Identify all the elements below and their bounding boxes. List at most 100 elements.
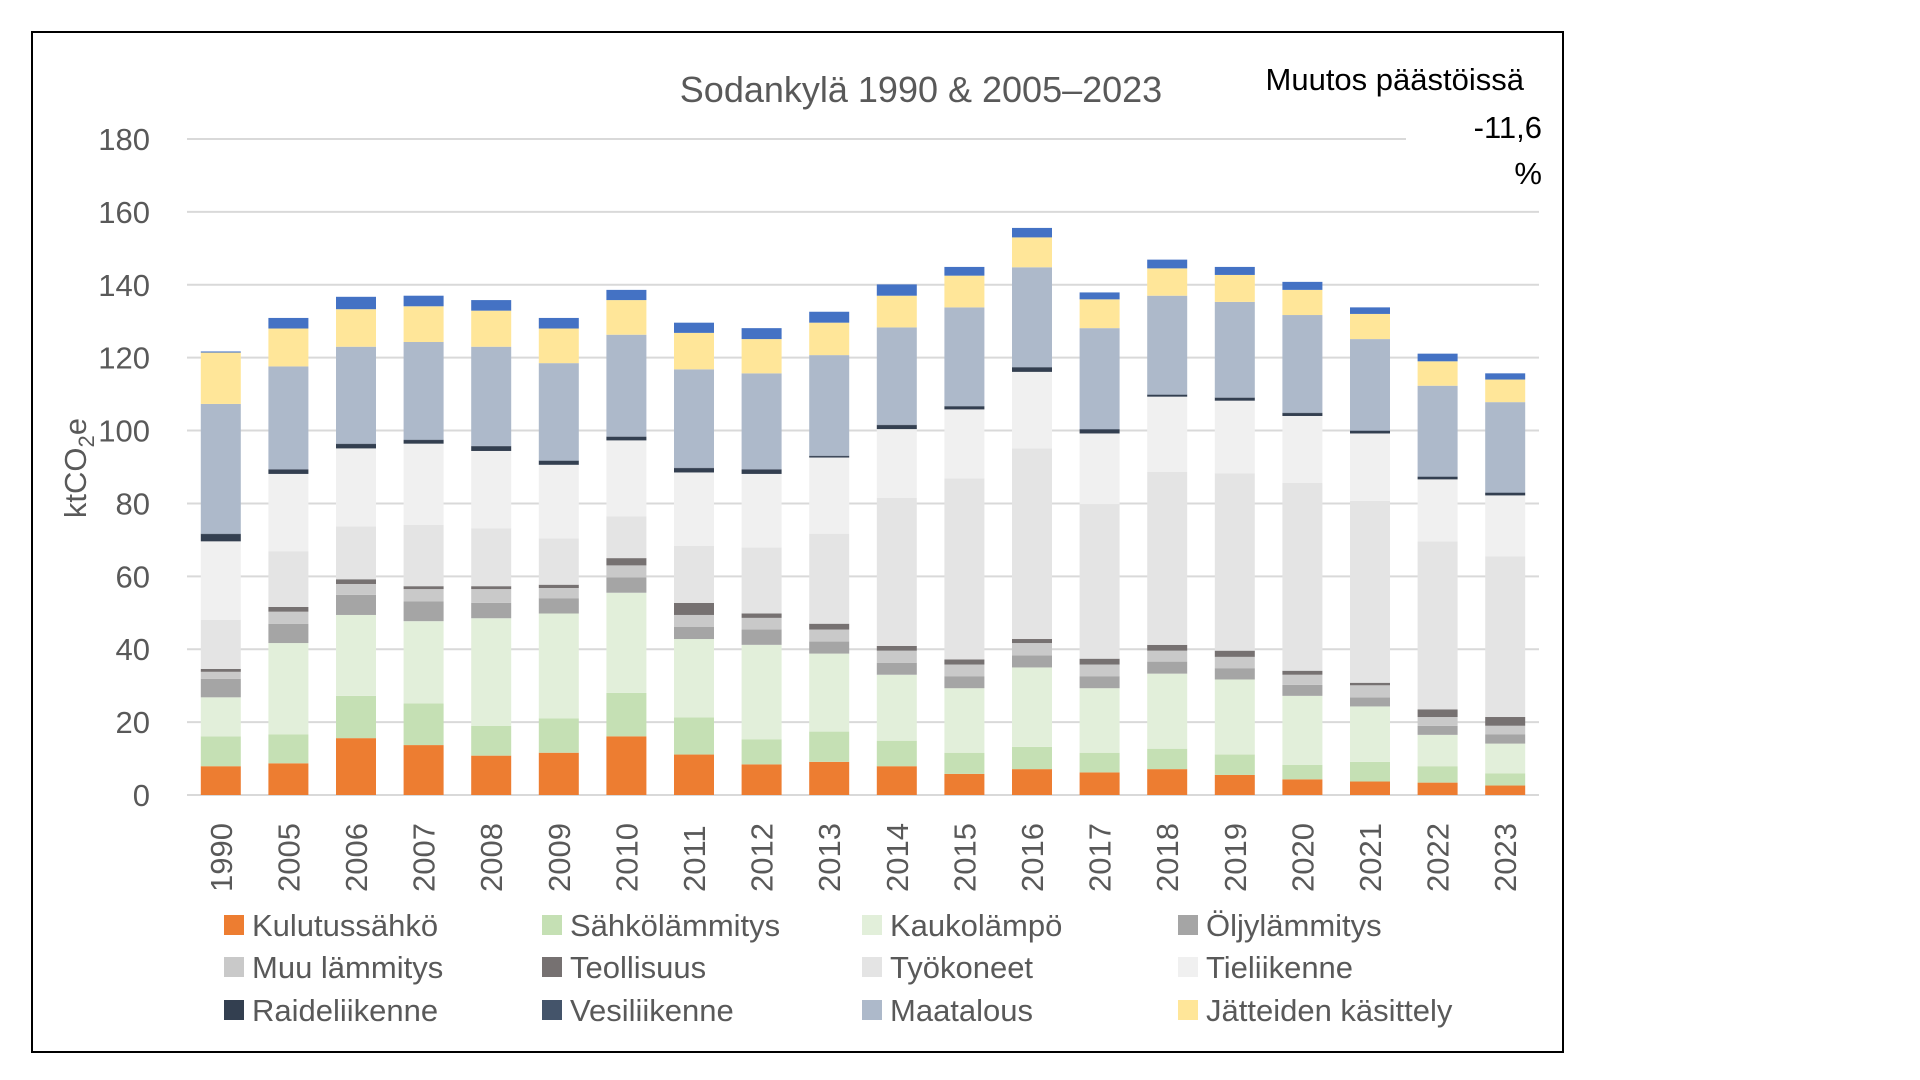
bar-segment-sähkölämmitys-2022 bbox=[1417, 766, 1458, 783]
legend-item: Kulutussähkö bbox=[224, 908, 438, 943]
x-tick-label: 2014 bbox=[880, 823, 915, 892]
bar-segment-kulutussähkö-2019 bbox=[1214, 774, 1255, 795]
y-tick-label: 100 bbox=[98, 414, 150, 449]
bar-segment-raideliikenne-2007 bbox=[403, 440, 444, 444]
bar-segment-jätteiden-käsittely-2018 bbox=[1147, 268, 1188, 296]
bar-segment-jätteiden-käsittely-2007 bbox=[403, 306, 444, 342]
bar-segment-other-2019 bbox=[1214, 266, 1255, 275]
bar-segment-tieliikenne-2009 bbox=[538, 464, 579, 539]
bar-segment-muu-lämmitys-2012 bbox=[741, 617, 782, 630]
bar-segment-maatalous-1990 bbox=[200, 403, 241, 534]
bar-segment-kulutussähkö-2016 bbox=[1012, 769, 1052, 795]
bar-segment-sähkölämmitys-2011 bbox=[674, 717, 714, 755]
bar-segment-työkoneet-2005 bbox=[268, 551, 309, 607]
chart-frame bbox=[31, 31, 1564, 1053]
bar-segment-jätteiden-käsittely-2014 bbox=[876, 295, 917, 328]
bar-segment-sähkölämmitys-2010 bbox=[606, 692, 647, 737]
x-tick-label: 2015 bbox=[947, 823, 982, 892]
bar-segment-raideliikenne-2022 bbox=[1417, 476, 1458, 480]
bar-segment-kulutussähkö-2011 bbox=[674, 754, 714, 795]
bar-segment-tieliikenne-2014 bbox=[876, 429, 917, 498]
legend-swatch bbox=[1178, 1000, 1198, 1020]
legend-item: Muu lämmitys bbox=[224, 950, 443, 985]
y-tick-label: 120 bbox=[98, 341, 150, 376]
bar-segment-muu-lämmitys-2009 bbox=[538, 587, 579, 599]
bar-segment-työkoneet-2022 bbox=[1417, 541, 1458, 710]
bar-segment-teollisuus-2022 bbox=[1417, 709, 1458, 718]
bar-segment-maatalous-2023 bbox=[1485, 402, 1526, 493]
bar-segment-raideliikenne-2020 bbox=[1282, 413, 1323, 416]
bar-segment-raideliikenne-2013 bbox=[809, 456, 850, 458]
bar-segment-other-2023 bbox=[1485, 373, 1526, 380]
bar-segment-öljylämmitys-2019 bbox=[1214, 668, 1255, 680]
legend-item: Raideliikenne bbox=[224, 993, 438, 1028]
bar-segment-kaukolämpö-2023 bbox=[1485, 743, 1526, 774]
bar-segment-other-1990 bbox=[200, 351, 241, 353]
bar-segment-raideliikenne-2014 bbox=[876, 425, 917, 430]
bar-segment-raideliikenne-2010 bbox=[606, 436, 647, 441]
legend-swatch bbox=[862, 1000, 882, 1020]
bar-segment-kaukolämpö-2006 bbox=[336, 614, 376, 696]
bar-segment-teollisuus-2013 bbox=[809, 623, 850, 630]
legend-label: Muu lämmitys bbox=[252, 950, 443, 985]
bar-segment-työkoneet-2012 bbox=[741, 547, 782, 614]
bar-segment-kulutussähkö-2006 bbox=[336, 738, 376, 795]
bar-segment-maatalous-2020 bbox=[1282, 315, 1323, 413]
x-tick-label: 2016 bbox=[1015, 823, 1050, 892]
bar-segment-teollisuus-2015 bbox=[944, 659, 985, 665]
bar-segment-öljylämmitys-2012 bbox=[741, 629, 782, 645]
legend-label: Öljylämmitys bbox=[1206, 908, 1382, 943]
y-axis-label-sub: 2 bbox=[74, 435, 99, 447]
bar-segment-teollisuus-2021 bbox=[1350, 682, 1390, 686]
bar-segment-maatalous-2010 bbox=[606, 334, 647, 437]
bar-segment-other-2015 bbox=[944, 266, 985, 276]
bar-segment-jätteiden-käsittely-2021 bbox=[1350, 313, 1390, 340]
y-tick-label: 60 bbox=[116, 559, 150, 594]
y-axis-ticks: 0 20 40 60 80 100 120 140 160 180 bbox=[98, 122, 150, 813]
bar-segment-other-2016 bbox=[1012, 227, 1052, 238]
bar-segment-raideliikenne-2009 bbox=[538, 460, 579, 465]
bar-segment-työkoneet-2014 bbox=[876, 497, 917, 646]
bar-segment-muu-lämmitys-2019 bbox=[1214, 656, 1255, 669]
x-tick-label: 2010 bbox=[609, 823, 644, 892]
bar-segment-teollisuus-2011 bbox=[674, 602, 714, 615]
bar-segment-tieliikenne-2011 bbox=[674, 472, 714, 546]
bar-segment-tieliikenne-2020 bbox=[1282, 415, 1323, 484]
bar-segment-öljylämmitys-2014 bbox=[876, 662, 917, 675]
bar-segment-kaukolämpö-2019 bbox=[1214, 679, 1255, 755]
bar-segment-työkoneet-2019 bbox=[1214, 473, 1255, 651]
bar-segment-kaukolämpö-2009 bbox=[538, 613, 579, 719]
legend-item: Öljylämmitys bbox=[1178, 908, 1382, 943]
bar-segment-jätteiden-käsittely-2015 bbox=[944, 275, 985, 308]
bar-segment-kaukolämpö-2012 bbox=[741, 644, 782, 740]
bar-segment-other-2020 bbox=[1282, 281, 1323, 290]
bar-segment-teollisuus-2007 bbox=[403, 586, 444, 590]
bar-segment-työkoneet-2018 bbox=[1147, 471, 1188, 645]
bar-segment-other-2006 bbox=[336, 296, 376, 310]
bar-segment-työkoneet-2015 bbox=[944, 478, 985, 660]
bar-segment-jätteiden-käsittely-2006 bbox=[336, 309, 376, 347]
legend-label: Raideliikenne bbox=[252, 993, 438, 1028]
bar-segment-jätteiden-käsittely-2022 bbox=[1417, 361, 1458, 386]
bar-segment-öljylämmitys-2017 bbox=[1079, 676, 1120, 689]
bar-segment-työkoneet-2009 bbox=[538, 538, 579, 585]
bar-segment-sähkölämmitys-2021 bbox=[1350, 761, 1390, 782]
bar-segment-maatalous-2019 bbox=[1214, 301, 1255, 398]
bar-segment-other-2022 bbox=[1417, 353, 1458, 362]
bar-segment-maatalous-2018 bbox=[1147, 295, 1188, 395]
bar-segment-kaukolämpö-1990 bbox=[200, 697, 241, 737]
bar-segment-sähkölämmitys-2006 bbox=[336, 695, 376, 739]
bar-segment-työkoneet-2006 bbox=[336, 526, 376, 580]
bar-segment-jätteiden-käsittely-2008 bbox=[471, 310, 512, 347]
bar-segment-other-2011 bbox=[674, 322, 714, 333]
bar-segment-kaukolämpö-2008 bbox=[471, 618, 512, 726]
bar-segment-kulutussähkö-2012 bbox=[741, 764, 782, 795]
legend-swatch bbox=[1178, 915, 1198, 935]
bar-segment-maatalous-2007 bbox=[403, 341, 444, 440]
x-tick-label: 2008 bbox=[474, 823, 509, 892]
bar-segment-muu-lämmitys-2023 bbox=[1485, 725, 1526, 735]
legend-swatch bbox=[224, 957, 244, 977]
bar-segment-työkoneet-2023 bbox=[1485, 556, 1526, 718]
legend-item: Tieliikenne bbox=[1178, 950, 1353, 985]
bar-segment-tieliikenne-2007 bbox=[403, 443, 444, 525]
